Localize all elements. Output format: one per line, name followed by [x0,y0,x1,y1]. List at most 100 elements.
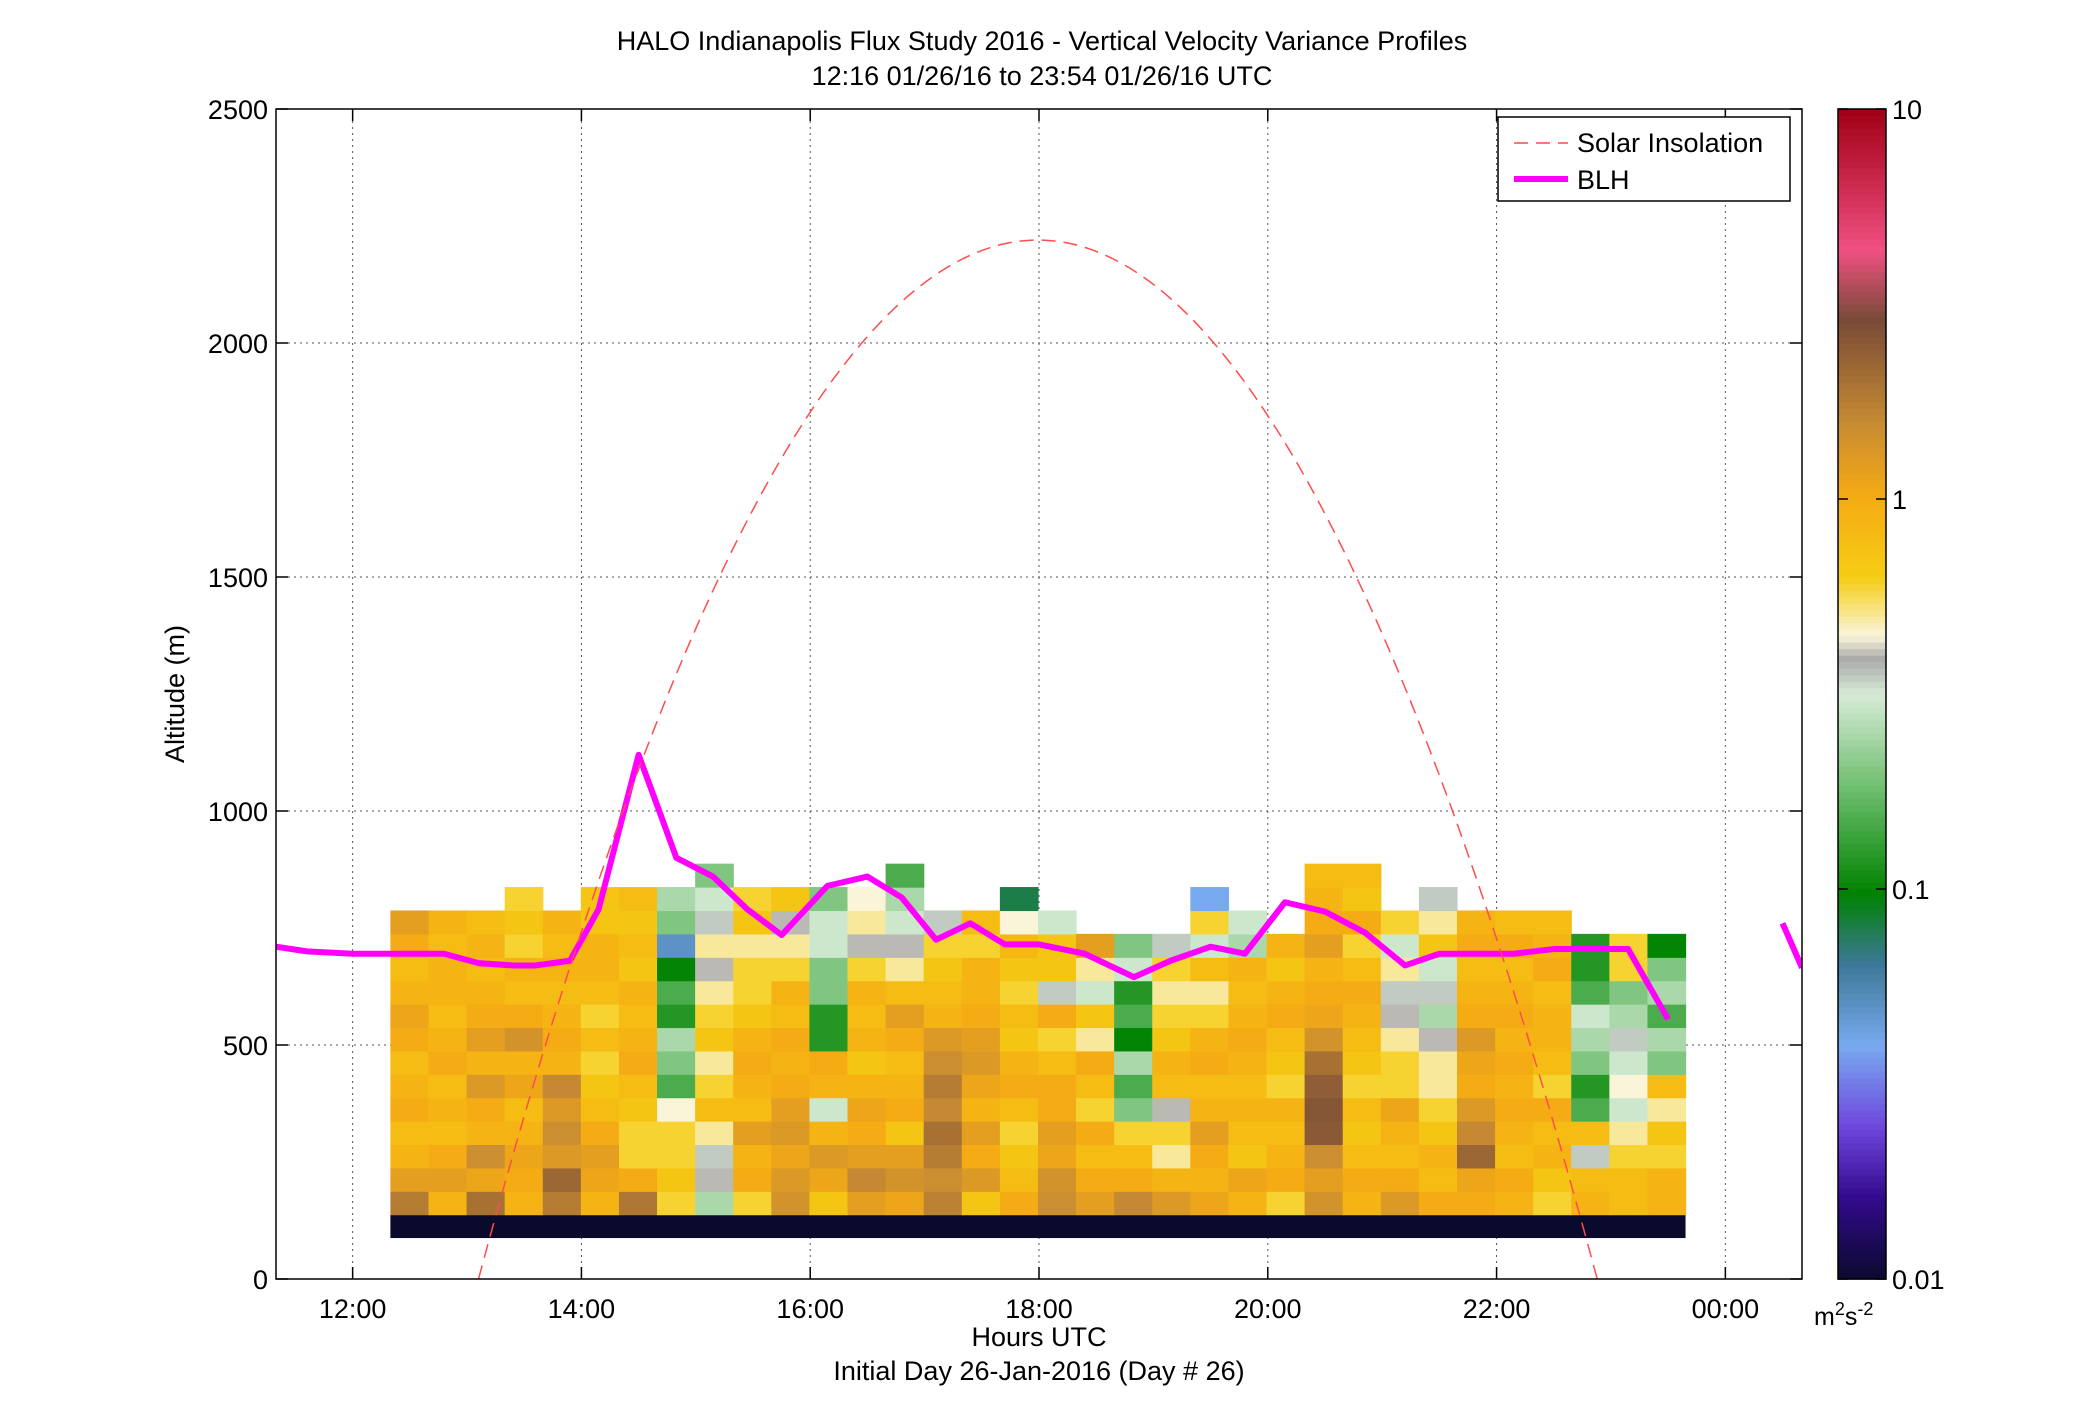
heatmap-cell [1418,1121,1458,1146]
heatmap-cell [1342,980,1382,1005]
colorbar-band [1838,934,1886,942]
heatmap-cell [1342,887,1382,912]
colorbar-band [1838,687,1886,695]
heatmap-cell [1647,1121,1687,1146]
heatmap-cell [1266,1121,1306,1146]
heatmap-cell [961,1074,1001,1099]
heatmap-cell [466,933,506,958]
heatmap-cell [1037,1167,1077,1192]
colorbar-band [1838,219,1886,227]
colorbar-band [1838,1090,1886,1098]
colorbar-band [1838,252,1886,260]
heatmap-cell [1647,1097,1687,1122]
colorbar-band [1838,453,1886,461]
heatmap-cell [847,1097,887,1122]
heatmap-cell [428,980,468,1005]
heatmap-cell [657,1027,696,1052]
colorbar-band [1838,674,1886,682]
heatmap-cell [1380,933,1420,958]
heatmap-cell [1228,1191,1268,1216]
heatmap-cell [1190,1027,1230,1052]
heatmap-cell [428,1144,468,1169]
colorbar-band [1838,1233,1886,1241]
heatmap-cell [390,1097,430,1122]
colorbar-band [1838,343,1886,351]
heatmap-cell [1076,1167,1115,1192]
heatmap-cell [1647,1144,1687,1169]
heatmap-cell [1609,1144,1649,1169]
colorbar-band [1838,278,1886,286]
heatmap-cell [1342,1167,1382,1192]
colorbar-band [1838,239,1886,247]
colorbar-band [1838,226,1886,234]
heatmap-cell [733,1097,772,1122]
heatmap-cell [961,1050,1001,1075]
heatmap-cell [618,1050,658,1075]
heatmap-cell [1647,957,1687,982]
colorbar-band [1838,492,1886,500]
heatmap-cell [1076,1144,1115,1169]
heatmap-cell [1037,1004,1077,1029]
colorbar-band [1838,1194,1886,1202]
heatmap-cell [466,1004,506,1029]
heatmap-cell [847,1074,887,1099]
colorbar-band [1838,1045,1886,1053]
colorbar-band [1838,1129,1886,1137]
heatmap-cell [428,1191,468,1216]
heatmap-cell [618,910,658,935]
heatmap-cell [733,1004,772,1029]
heatmap-cell [1076,980,1115,1005]
heatmap-cell [771,933,811,958]
heatmap-cell [733,1050,772,1075]
heatmap-cell [1342,1004,1382,1029]
colorbar-band [1838,973,1886,981]
colorbar-band [1838,427,1886,435]
heatmap-cell [1190,1004,1230,1029]
heatmap-cell [618,980,658,1005]
heatmap-cell [847,887,887,912]
heatmap-cell [390,910,430,935]
heatmap-cell [771,1167,811,1192]
heatmap-cell [1228,1167,1268,1192]
heatmap-cell [1418,1191,1458,1216]
heatmap-cell [733,1167,772,1192]
heatmap-cell [961,1191,1001,1216]
colorbar-band [1838,479,1886,487]
heatmap-cell [390,1004,430,1029]
heatmap-cell [847,957,887,982]
x-tick-label: 00:00 [1692,1294,1760,1324]
colorbar-band [1838,258,1886,266]
heatmap-cell [580,980,620,1005]
colorbar-band [1838,174,1886,182]
colorbar-band [1838,635,1886,643]
colorbar-band [1838,986,1886,994]
heatmap-cell [390,980,430,1005]
colorbar-band [1838,440,1886,448]
colorbar-band [1838,824,1886,832]
heatmap-cell [1076,1121,1115,1146]
colorbar-band [1838,694,1886,702]
heatmap-cell [390,957,430,982]
heatmap-cell [923,1097,963,1122]
colorbar-band [1838,323,1886,331]
colorbar-band [1838,466,1886,474]
heatmap-cell [999,910,1039,935]
heatmap-cell [733,1027,772,1052]
heatmap-cell [1533,1167,1572,1192]
colorbar-band [1838,681,1886,689]
colorbar-band [1838,921,1886,929]
colorbar-band [1838,642,1886,650]
heatmap-cell [1418,1074,1458,1099]
colorbar-band [1838,863,1886,871]
colorbar-band [1838,115,1886,123]
heatmap-cell [885,1050,925,1075]
colorbar-band [1838,1025,1886,1033]
heatmap-cell [1571,1027,1610,1052]
colorbar-band [1838,1123,1886,1131]
colorbar-band [1838,941,1886,949]
heatmap-cell [847,910,887,935]
chart-subtitle: 12:16 01/26/16 to 23:54 01/26/16 UTC [812,61,1273,91]
colorbar-band [1838,265,1886,273]
y-tick-label: 0 [253,1265,268,1295]
